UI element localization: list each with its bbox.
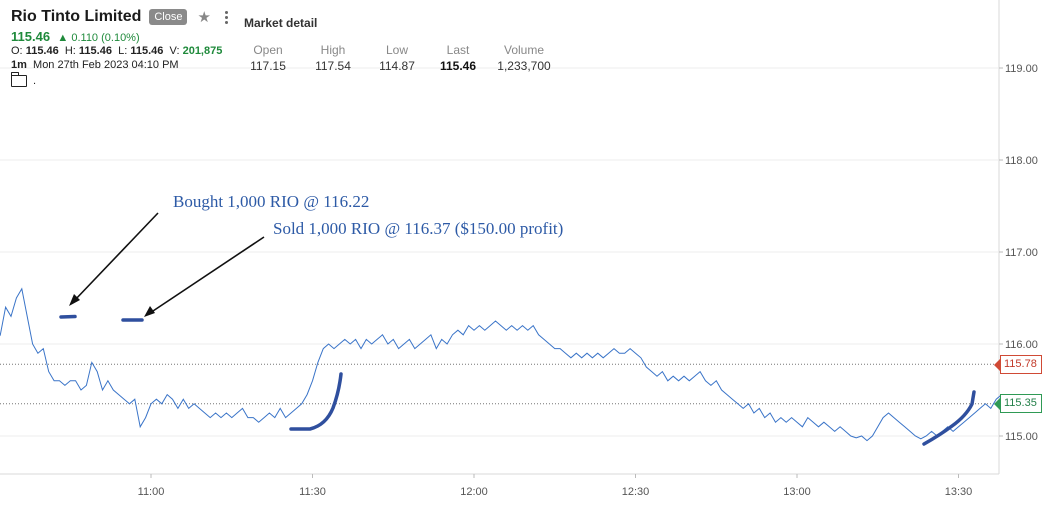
ohlc-row: O: 115.46 H: 115.46 L: 115.46 V: 201,875: [11, 45, 223, 57]
last-price: 115.46: [11, 29, 51, 44]
y-tick-label: 117.00: [1005, 247, 1038, 259]
sold-arrow: [149, 236, 265, 314]
drawn-stroke-2: [922, 390, 976, 446]
folder-icon[interactable]: [10, 72, 27, 87]
up-triangle-icon: ▲: [57, 32, 69, 44]
md-open: Open 117.15: [250, 43, 286, 73]
bought-arrow-head: [69, 294, 80, 306]
x-tick-label: 12:00: [460, 486, 488, 498]
y-tick-label: 115.00: [1005, 431, 1038, 443]
y-tick-label: 118.00: [1005, 155, 1038, 167]
y-tick-label: 119.00: [1005, 63, 1038, 75]
bar-datetime: Mon 27th Feb 2023 04:10 PM: [33, 59, 179, 71]
x-tick-label: 11:30: [299, 486, 326, 498]
market-detail-title: Market detail: [244, 16, 318, 30]
ohlc-open: 115.46: [25, 45, 59, 57]
interval[interactable]: 1m: [11, 59, 27, 71]
md-low: Low 114.87: [379, 43, 415, 73]
instrument-title: Rio Tinto Limited: [11, 8, 142, 25]
price-tag-green: 115.35: [994, 394, 1042, 413]
bought-arrow: [73, 212, 159, 302]
bought-marker: [59, 314, 77, 319]
md-last: Last 115.46: [439, 43, 477, 73]
md-volume: Volume 1,233,700: [497, 43, 551, 73]
y-axis: 119.00 118.00 117.00 116.00 115.00: [999, 63, 1038, 443]
folder-label: .: [33, 75, 37, 87]
market-status-badge: Close: [149, 9, 188, 25]
star-icon[interactable]: ★: [197, 9, 211, 26]
price-change: ▲ 0.110 (0.10%): [57, 32, 140, 44]
ohlc-low: 115.46: [130, 45, 164, 57]
x-tick-label: 11:00: [138, 486, 165, 498]
x-axis: 0:0011:0011:3012:0012:3013:0013:3014:001…: [138, 474, 973, 498]
more-vertical-icon[interactable]: [224, 10, 228, 24]
sold-annotation: Sold 1,000 RIO @ 116.37 ($150.00 profit): [273, 219, 564, 238]
interval-row: 1m Mon 27th Feb 2023 04:10 PM: [11, 59, 228, 71]
price-line: [0, 287, 1002, 442]
folder-row[interactable]: .: [10, 72, 228, 87]
grid-lines: [0, 0, 1000, 475]
annotation-arrows: [69, 212, 265, 317]
drawn-markers: [59, 314, 976, 446]
instrument-header: Rio Tinto Limited Close ★ 115.46 ▲ 0.110…: [10, 6, 228, 87]
reference-lines: [0, 363, 999, 405]
price-tag-red: 115.78: [994, 355, 1042, 374]
market-detail-panel: Market detail Open 117.15 High 117.54 Lo…: [244, 16, 556, 73]
x-tick-label: 12:30: [622, 486, 650, 498]
ohlc-high: 115.46: [78, 45, 112, 57]
x-tick-label: 13:30: [945, 486, 973, 498]
ohlc-volume: 201,875: [182, 45, 223, 57]
drawn-stroke-1: [289, 372, 343, 431]
sold-arrow-head: [144, 306, 155, 317]
bought-annotation: Bought 1,000 RIO @ 116.22: [173, 192, 370, 211]
md-high: High 117.54: [315, 43, 351, 73]
x-tick-label: 13:00: [783, 486, 811, 498]
y-tick-label: 116.00: [1005, 339, 1038, 351]
price-row: 115.46 ▲ 0.110 (0.10%): [11, 29, 228, 44]
